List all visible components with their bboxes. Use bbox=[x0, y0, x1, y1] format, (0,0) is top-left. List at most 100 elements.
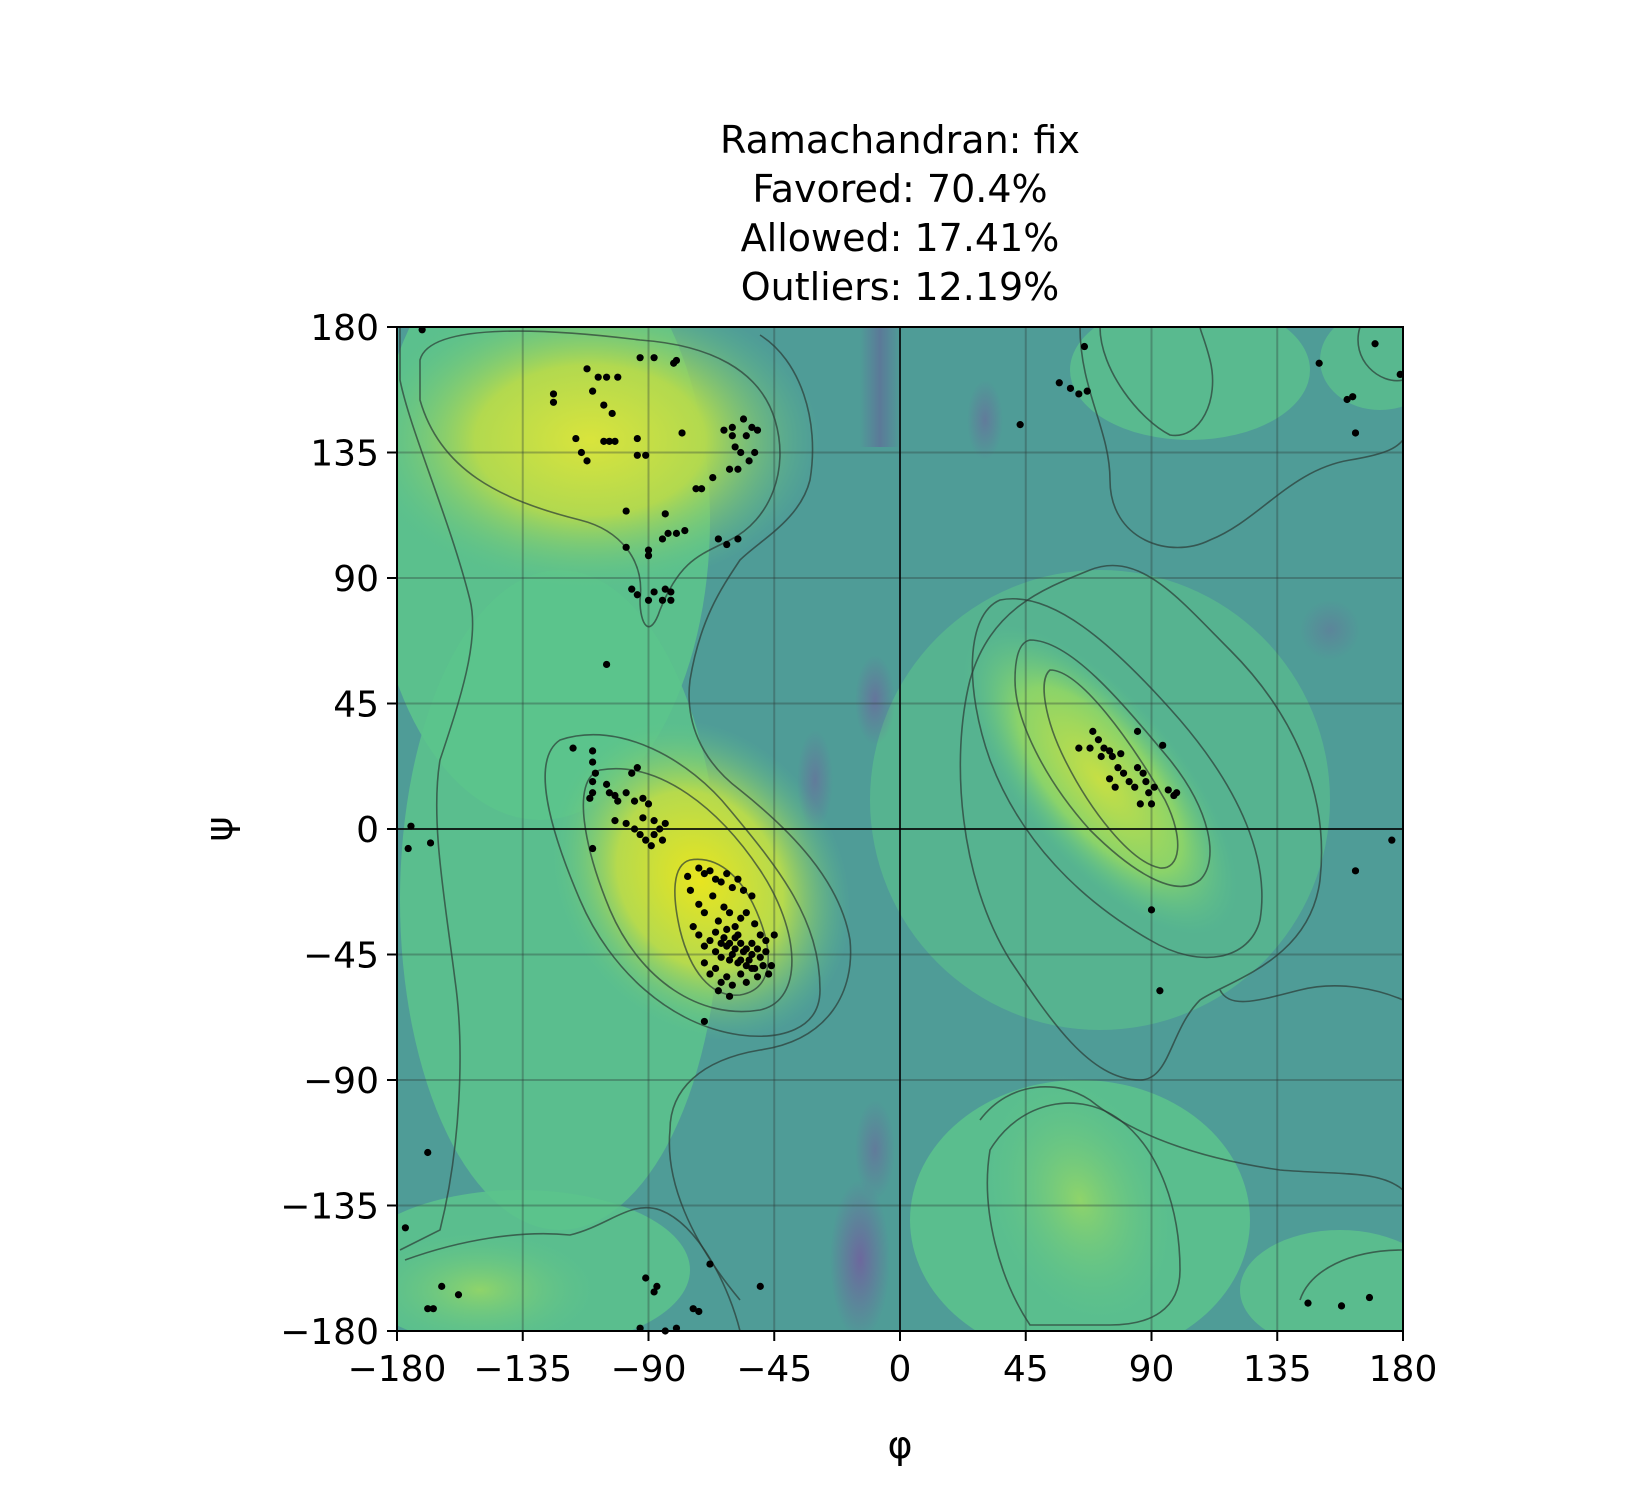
y-tick-label: −180 bbox=[280, 1312, 379, 1353]
data-point bbox=[589, 789, 597, 797]
data-point bbox=[644, 552, 653, 560]
data-point bbox=[714, 535, 722, 543]
data-point bbox=[569, 744, 577, 752]
data-point bbox=[1105, 775, 1114, 783]
data-point bbox=[737, 970, 745, 978]
data-point bbox=[725, 909, 734, 917]
data-point bbox=[1094, 736, 1103, 744]
data-point bbox=[684, 872, 692, 881]
y-tick-label: 135 bbox=[310, 434, 379, 475]
data-point bbox=[1083, 387, 1091, 395]
data-point bbox=[720, 426, 728, 434]
data-point bbox=[605, 789, 613, 797]
data-point bbox=[1075, 390, 1083, 398]
data-point bbox=[717, 939, 725, 947]
data-point bbox=[1119, 769, 1128, 777]
y-tick-label: 90 bbox=[333, 559, 379, 600]
data-point bbox=[742, 945, 750, 953]
data-point bbox=[711, 948, 720, 956]
data-point bbox=[734, 875, 742, 883]
data-point bbox=[608, 409, 616, 418]
data-point bbox=[589, 844, 597, 853]
data-point bbox=[549, 390, 558, 398]
data-point bbox=[700, 909, 708, 917]
x-tick-label: −135 bbox=[473, 1349, 572, 1390]
data-point bbox=[611, 817, 619, 825]
data-point bbox=[723, 925, 731, 934]
data-point bbox=[600, 437, 608, 445]
data-point bbox=[695, 1307, 703, 1316]
data-point bbox=[1111, 783, 1119, 791]
y-tick-label: −90 bbox=[303, 1061, 379, 1102]
data-points bbox=[401, 326, 1404, 1335]
data-point bbox=[577, 448, 586, 457]
data-point bbox=[650, 817, 658, 825]
data-point bbox=[653, 1282, 661, 1290]
contour-top-right-corner bbox=[1357, 327, 1403, 382]
data-point bbox=[661, 585, 669, 593]
data-point bbox=[454, 1291, 463, 1299]
data-point bbox=[672, 356, 681, 365]
data-point bbox=[1133, 727, 1142, 735]
data-point bbox=[1097, 752, 1105, 761]
data-point bbox=[737, 448, 745, 457]
contour-top-right bbox=[1099, 327, 1214, 437]
data-point bbox=[681, 526, 689, 535]
contour-left-wide bbox=[959, 564, 1323, 1081]
data-point bbox=[1147, 906, 1156, 914]
data-point bbox=[404, 844, 412, 853]
data-point bbox=[728, 883, 736, 892]
data-point bbox=[728, 423, 736, 431]
data-point bbox=[667, 588, 675, 596]
data-point bbox=[429, 1305, 437, 1313]
y-axis-ticks: −180 −135 −90 −45 0 45 90 135 180 bbox=[280, 308, 397, 1353]
data-point bbox=[658, 836, 667, 844]
data-point bbox=[611, 791, 619, 800]
data-point bbox=[737, 914, 745, 922]
data-point bbox=[1016, 421, 1024, 429]
data-point bbox=[728, 432, 736, 440]
x-tick-label: −90 bbox=[611, 1349, 687, 1390]
data-point bbox=[661, 510, 669, 518]
data-point bbox=[658, 596, 667, 604]
contour-left-outer bbox=[971, 598, 1263, 959]
data-point bbox=[717, 878, 725, 886]
data-point bbox=[622, 543, 630, 551]
y-tick-label: 180 bbox=[310, 308, 379, 349]
data-point bbox=[723, 973, 731, 981]
data-point bbox=[745, 457, 753, 465]
data-point bbox=[765, 970, 773, 978]
data-point bbox=[725, 956, 734, 964]
data-point bbox=[642, 836, 650, 844]
data-point bbox=[1365, 1293, 1374, 1302]
data-point bbox=[742, 962, 750, 970]
data-point bbox=[650, 830, 658, 839]
data-point bbox=[728, 950, 736, 959]
data-point bbox=[642, 451, 650, 459]
data-point bbox=[549, 398, 558, 406]
data-point bbox=[1164, 786, 1172, 794]
data-point bbox=[589, 747, 597, 755]
data-point bbox=[630, 797, 639, 805]
data-point bbox=[748, 950, 756, 959]
contour-corner-br bbox=[1299, 1249, 1403, 1301]
data-point bbox=[1105, 747, 1114, 755]
data-point bbox=[622, 789, 630, 797]
data-point bbox=[1136, 800, 1144, 808]
chart-title: Ramachandran: fix Favored: 70.4% Allowed… bbox=[720, 118, 1080, 309]
data-point bbox=[695, 864, 703, 872]
x-tick-label: 135 bbox=[1243, 1349, 1312, 1390]
data-point bbox=[1315, 359, 1323, 367]
data-point bbox=[1139, 769, 1147, 777]
data-point bbox=[589, 387, 597, 395]
data-point bbox=[692, 485, 700, 493]
data-point bbox=[600, 401, 608, 409]
data-point bbox=[647, 842, 655, 850]
data-point bbox=[639, 794, 647, 802]
data-point bbox=[748, 939, 756, 947]
data-point bbox=[602, 660, 611, 669]
data-point bbox=[1343, 395, 1351, 404]
data-point bbox=[633, 434, 641, 443]
data-point bbox=[1351, 867, 1360, 875]
data-point bbox=[1147, 800, 1156, 808]
